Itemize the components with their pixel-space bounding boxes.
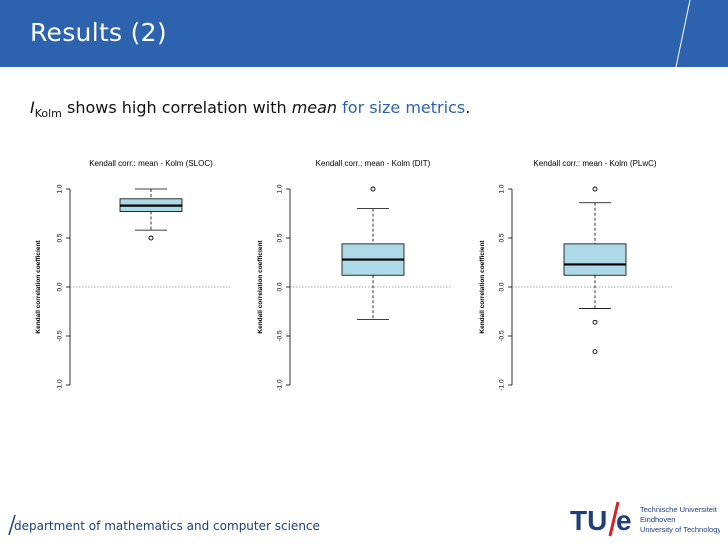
y-tick-label: 0.0 [499, 282, 506, 291]
y-tick-label: 1.0 [499, 184, 506, 193]
outlier-point [148, 235, 154, 241]
chart-title: Kendall corr.: mean - Kolm (DIT) [316, 159, 431, 168]
statement-text1: shows high correlation with [61, 98, 292, 117]
y-tick-label: 0.5 [57, 233, 64, 242]
outlier-point [592, 186, 598, 192]
y-tick-label: 0.0 [277, 282, 284, 291]
outlier-point [592, 319, 598, 325]
y-axis-label: Kendall correlation coefficient [257, 240, 264, 334]
tue-logo: TU e Technische Universiteit Eindhoven U… [570, 501, 720, 537]
boxplot-panel-3: Kendall corr.: mean - Kolm (PLwC) Kendall… [479, 159, 672, 391]
outlier-point [592, 349, 598, 355]
boxplot-panel-1: Kendall corr.: mean - Kolm (SLOC) Kendall… [35, 159, 230, 391]
page-number: 24/32 [686, 45, 718, 58]
logo-line1: Technische Universiteit [640, 505, 718, 514]
statement-text2: for size metrics [337, 98, 466, 117]
outlier-point [370, 186, 376, 192]
boxplot-figure: Kendall corr.: mean - Kolm (SLOC) Kendall… [35, 159, 672, 391]
statement-symbol: I [30, 98, 35, 117]
logo-line3: University of Technology [640, 525, 720, 534]
box-iqr [563, 243, 627, 276]
logo-slash [608, 501, 620, 537]
slide-title: Results (2) [30, 18, 167, 47]
chart-title: Kendall corr.: mean - Kolm (SLOC) [89, 159, 213, 168]
boxplot-panel-2: Kendall corr.: mean - Kolm (DIT) Kendall … [257, 159, 450, 391]
header-slash-decoration [675, 0, 691, 67]
y-tick-label: 0.5 [277, 233, 284, 242]
y-axis-label: Kendall correlation coefficient [35, 240, 42, 334]
logo-line2: Eindhoven [640, 515, 675, 524]
statement-period: . [465, 98, 471, 117]
y-tick-label: -0.5 [499, 330, 506, 342]
slide-header: Results (2) [0, 0, 728, 67]
logo-e-text: e [616, 505, 632, 536]
y-tick-label: -1.0 [57, 379, 64, 391]
y-tick-label: 0.5 [499, 233, 506, 242]
department-name: department of mathematics and computer s… [14, 519, 320, 533]
y-tick-label: 1.0 [57, 184, 64, 193]
y-tick-label: -1.0 [277, 379, 284, 391]
y-tick-label: 1.0 [277, 184, 284, 193]
logo-tu-text: TU [570, 505, 607, 536]
y-tick-label: 0.0 [57, 282, 64, 291]
statement-line: IKolm shows high correlation with mean f… [30, 98, 470, 120]
statement-emphasis: mean [291, 98, 338, 117]
footer-slash-icon [8, 514, 16, 536]
y-tick-label: -1.0 [499, 379, 506, 391]
y-tick-label: -0.5 [57, 330, 64, 342]
y-tick-label: -0.5 [277, 330, 284, 342]
y-axis-label: Kendall correlation coefficient [479, 240, 486, 334]
statement-subscript: Kolm [34, 107, 62, 121]
chart-title: Kendall corr.: mean - Kolm (PLwC) [533, 159, 656, 168]
